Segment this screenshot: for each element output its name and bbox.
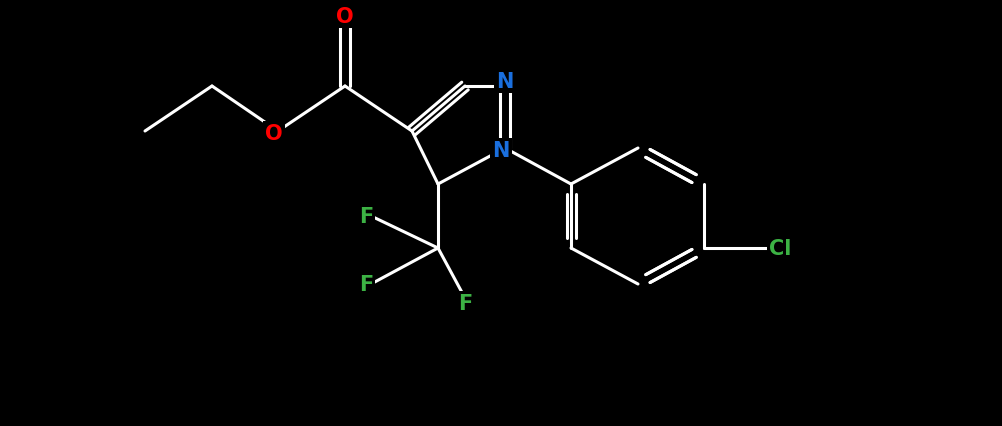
Text: F: F — [359, 207, 373, 227]
Text: N: N — [496, 72, 513, 92]
Text: N: N — [492, 141, 509, 161]
Text: F: F — [359, 274, 373, 294]
Text: F: F — [458, 294, 472, 313]
Text: Cl: Cl — [769, 239, 791, 259]
Text: O: O — [336, 7, 354, 27]
Text: O: O — [265, 124, 283, 144]
